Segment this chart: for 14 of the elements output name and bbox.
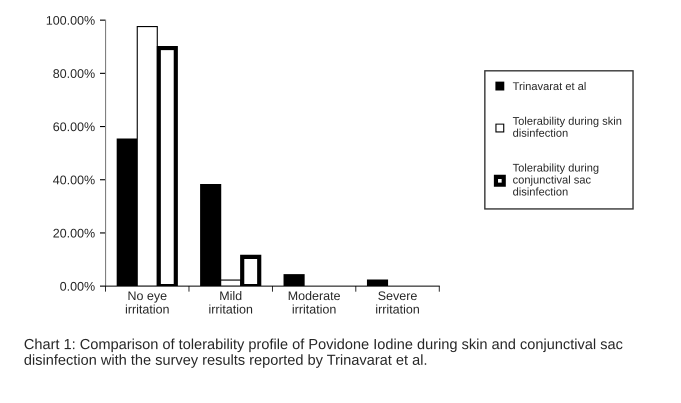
legend-label: Tolerability during skin disinfection — [512, 116, 622, 137]
y-tick-label: 0.00% — [60, 282, 95, 291]
x-tick-label: Moderate irritation — [288, 290, 340, 314]
legend-label: Trinavarat et al — [512, 82, 586, 90]
x-tick-label: Mild irritation — [209, 290, 252, 314]
x-tick-label: Severe irritation — [376, 291, 419, 314]
legend-label: Tolerability during conjunctival sac disinfection — [512, 163, 598, 196]
y-tick-label: 40.00% — [53, 176, 95, 184]
y-tick-label: 80.00% — [53, 69, 95, 78]
y-tick-label: 100.00% — [46, 16, 95, 25]
y-tick-label: 20.00% — [53, 228, 95, 238]
y-tick-label: 60.00% — [53, 122, 95, 132]
caption: Chart 1: Comparison of tolerability profile of Povidone Iodine during skin and conjunctival sac disinfection with the survey results reported by Trinavarat et al. — [24, 338, 623, 368]
x-tick-label: No eye irritation — [126, 291, 169, 314]
